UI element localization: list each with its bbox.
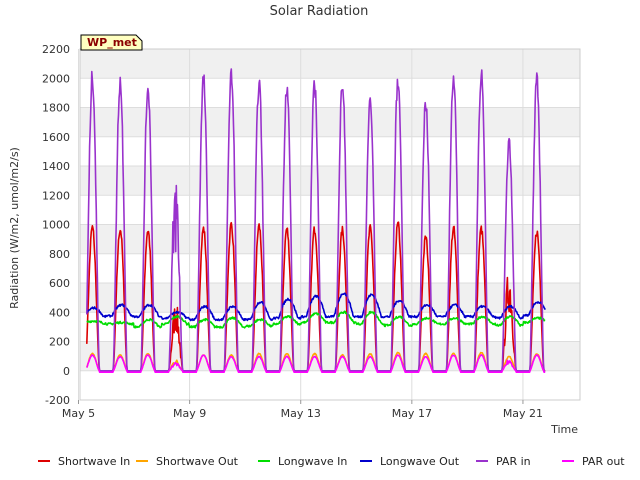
legend-label: Shortwave In (58, 455, 130, 468)
series-lines (86, 68, 546, 374)
x-tick-label: May 17 (392, 407, 432, 420)
series-line-par-in (86, 68, 546, 372)
y-tick-label: 1600 (42, 131, 70, 144)
series-line-longwave-in (86, 310, 546, 329)
x-axis-ticks: May 5 May 9 May 13 May 17 May 21 (62, 400, 543, 420)
y-axis-label: Radiation (W/m2, umol/m2/s) (8, 147, 21, 309)
y-tick-label: 400 (49, 306, 70, 319)
plot-band (80, 166, 580, 196)
legend-label: Longwave In (278, 455, 347, 468)
plot-band (80, 283, 580, 313)
plot-band (80, 341, 580, 371)
y-tick-label: 1800 (42, 102, 70, 115)
y-tick-label: 600 (49, 277, 70, 290)
x-tick-label: May 21 (503, 407, 543, 420)
plot-band (80, 107, 580, 137)
y-axis-ticks: -200 0 200 400 600 800 1000 1200 1400 1600 1800 200… (42, 43, 70, 407)
plot-band (80, 49, 580, 79)
legend-label: PAR out (582, 455, 625, 468)
y-tick-label: 2200 (42, 43, 70, 56)
x-axis-label: Time (550, 423, 578, 436)
y-tick-label: -200 (45, 394, 70, 407)
legend-label: Longwave Out (380, 455, 460, 468)
badge-box (80, 34, 143, 51)
plot-band (80, 224, 580, 254)
x-tick-label: May 9 (173, 407, 206, 420)
legend-label: PAR in (496, 455, 531, 468)
series-line-longwave-out (86, 292, 546, 322)
y-tick-label: 1200 (42, 189, 70, 202)
y-tick-label: 1000 (42, 219, 70, 232)
plot-frame (79, 48, 581, 401)
y-tick-label: 800 (49, 248, 70, 261)
legend-label: Shortwave Out (156, 455, 239, 468)
y-tick-label: 2000 (42, 72, 70, 85)
y-tick-label: 1400 (42, 160, 70, 173)
x-tick-label: May 13 (281, 407, 321, 420)
y-tick-label: 0 (63, 365, 70, 378)
x-tick-label: May 5 (62, 407, 95, 420)
badge-label: WP_met (87, 36, 137, 49)
series-line-par-out (86, 353, 546, 374)
plot-area (80, 49, 580, 371)
chart-title: Solar Radiation (270, 4, 369, 19)
y-tick-label: 200 (49, 336, 70, 349)
station-badge: WP_met (80, 34, 143, 51)
legend: Shortwave In Shortwave Out Longwave In Long… (38, 455, 625, 468)
